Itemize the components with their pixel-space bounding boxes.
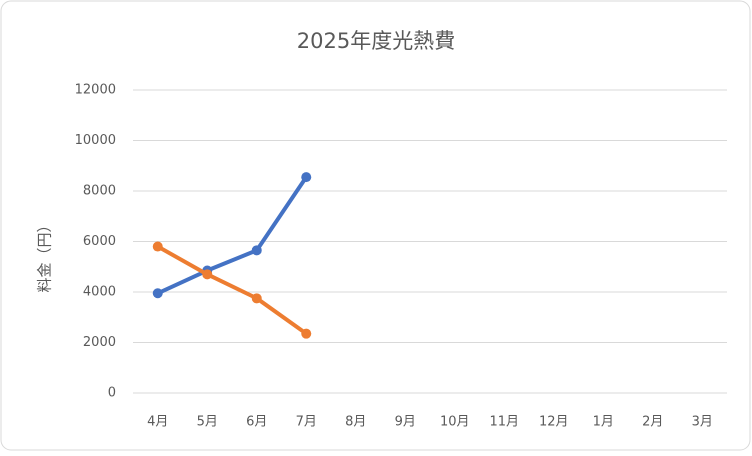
y-tick-label: 12000 [75,83,116,98]
x-tick-label: 11月 [489,415,519,430]
x-tick-label: 4月 [147,415,168,430]
x-tick-label: 6月 [246,415,267,430]
point [301,328,312,339]
point [202,269,213,280]
point [251,293,262,304]
y-tick-label: 2000 [83,335,116,350]
y-axis-label: 料金（円） [36,217,54,292]
x-tick-label: 3月 [692,415,713,430]
y-tick-label: 8000 [83,184,116,199]
x-tick-label: 12月 [539,415,569,430]
series-line [156,175,308,296]
x-tick-label: 7月 [296,415,317,430]
x-tick-label: 9月 [395,415,416,430]
x-tick-label: 5月 [197,415,218,430]
series-line [156,244,308,336]
y-tick-label: 10000 [75,133,116,148]
y-tick-label: 4000 [83,285,116,300]
point [152,241,163,252]
point [301,172,312,183]
y-tick-label: 0 [108,386,116,401]
x-tick-label: 2月 [642,415,663,430]
x-tick-label: 1月 [593,415,614,430]
y-tick-label: 6000 [83,234,116,249]
point [251,245,262,256]
point [152,288,163,299]
x-tick-label: 8月 [345,415,366,430]
chart-title: 2025年度光熱費 [297,29,455,53]
x-tick-label: 10月 [440,415,470,430]
